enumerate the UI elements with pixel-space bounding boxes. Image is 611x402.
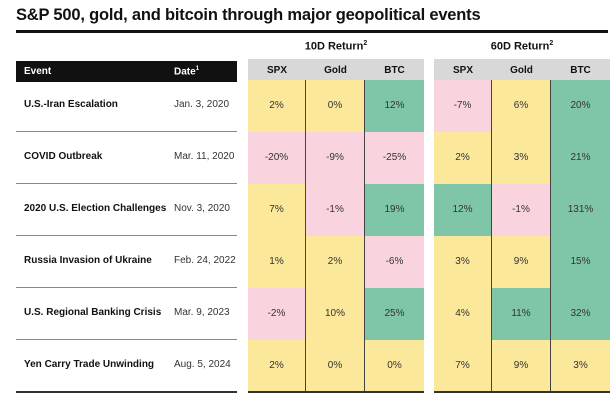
footnote-marker: 2 [549, 40, 554, 47]
return-cell-60d-btc: 20% [551, 80, 610, 132]
return-cell-60d-gold: 3% [492, 132, 551, 184]
table-row: U.S.-Iran Escalation Jan. 3, 2020 [16, 80, 237, 132]
return-cell-60d-spx: 12% [434, 184, 492, 236]
event-date: Aug. 5, 2024 [174, 359, 231, 370]
date-header-label: Date [174, 66, 196, 78]
event-name: Yen Carry Trade Unwinding [24, 359, 155, 370]
return-cell-60d-spx: -7% [434, 80, 492, 132]
return-cell-10d-gold: 0% [306, 80, 365, 132]
column-header-gold: Gold [492, 59, 551, 82]
footnote-marker: 2 [363, 40, 368, 47]
event-name: U.S.-Iran Escalation [24, 99, 118, 110]
return-cell-60d-spx: 7% [434, 340, 492, 392]
return-cell-10d-btc: 12% [365, 80, 424, 132]
return-cell-60d-btc: 15% [551, 236, 610, 288]
return-cell-60d-btc: 131% [551, 184, 610, 236]
return-cell-10d-btc: 25% [365, 288, 424, 340]
column-header-btc: BTC [551, 59, 610, 82]
event-date-header: Event Date1 [16, 61, 237, 82]
return-cell-10d-gold: 10% [306, 288, 365, 340]
title-rule [16, 30, 608, 33]
return-cell-10d-gold: 0% [306, 340, 365, 392]
event-date: Jan. 3, 2020 [174, 99, 230, 110]
table-bottom-rule [434, 391, 610, 393]
return-cell-60d-gold: 6% [492, 80, 551, 132]
event-date: Mar. 11, 2020 [174, 151, 235, 162]
event-date: Nov. 3, 2020 [174, 203, 230, 214]
table-row: Yen Carry Trade Unwinding Aug. 5, 2024 [16, 340, 237, 392]
column-header-btc: BTC [365, 59, 424, 82]
table-row: U.S. Regional Banking Crisis Mar. 9, 2023 [16, 288, 237, 340]
return-cell-60d-btc: 3% [551, 340, 610, 392]
chart-title: S&P 500, gold, and bitcoin through major… [16, 6, 481, 24]
return-cell-60d-gold: 9% [492, 236, 551, 288]
event-date: Feb. 24, 2022 [174, 255, 236, 266]
event-name: COVID Outbreak [24, 151, 103, 162]
group-header-60d: 60D Return2 [434, 40, 610, 53]
return-cell-60d-gold: 11% [492, 288, 551, 340]
footnote-marker: 1 [195, 66, 200, 72]
column-header-spx: SPX [248, 59, 306, 82]
return-cell-10d-btc: -25% [365, 132, 424, 184]
return-cell-10d-spx: 2% [248, 80, 306, 132]
event-name: 2020 U.S. Election Challenges [24, 203, 167, 214]
column-header-gold: Gold [306, 59, 365, 82]
return-cell-10d-btc: 0% [365, 340, 424, 392]
return-cell-10d-btc: -6% [365, 236, 424, 288]
return-cell-10d-btc: 19% [365, 184, 424, 236]
table-row: Russia Invasion of Ukraine Feb. 24, 2022 [16, 236, 237, 288]
return-cell-10d-gold: 2% [306, 236, 365, 288]
date-header: Date1 [174, 66, 199, 77]
return-cell-60d-gold: -1% [492, 184, 551, 236]
table-row: COVID Outbreak Mar. 11, 2020 [16, 132, 237, 184]
group-10d-label: 10D Return [304, 40, 364, 53]
return-cell-10d-spx: 2% [248, 340, 306, 392]
return-cell-10d-gold: -1% [306, 184, 365, 236]
group-60d-label: 60D Return [490, 40, 550, 53]
column-header-spx: SPX [434, 59, 492, 82]
group-header-10d: 10D Return2 [248, 40, 424, 53]
return-cell-60d-spx: 4% [434, 288, 492, 340]
return-cell-60d-btc: 32% [551, 288, 610, 340]
return-cell-60d-btc: 21% [551, 132, 610, 184]
return-cell-60d-gold: 9% [492, 340, 551, 392]
table-row: 2020 U.S. Election Challenges Nov. 3, 202… [16, 184, 237, 236]
event-header: Event [24, 66, 52, 77]
table-bottom-rule [16, 391, 237, 393]
event-name: U.S. Regional Banking Crisis [24, 307, 162, 318]
table-bottom-rule [248, 391, 424, 393]
return-cell-10d-spx: -20% [248, 132, 306, 184]
event-name: Russia Invasion of Ukraine [24, 255, 152, 266]
event-date: Mar. 9, 2023 [174, 307, 230, 318]
return-cell-60d-spx: 2% [434, 132, 492, 184]
return-cell-10d-spx: -2% [248, 288, 306, 340]
return-cell-10d-spx: 1% [248, 236, 306, 288]
return-cell-10d-spx: 7% [248, 184, 306, 236]
return-cell-60d-spx: 3% [434, 236, 492, 288]
return-cell-10d-gold: -9% [306, 132, 365, 184]
